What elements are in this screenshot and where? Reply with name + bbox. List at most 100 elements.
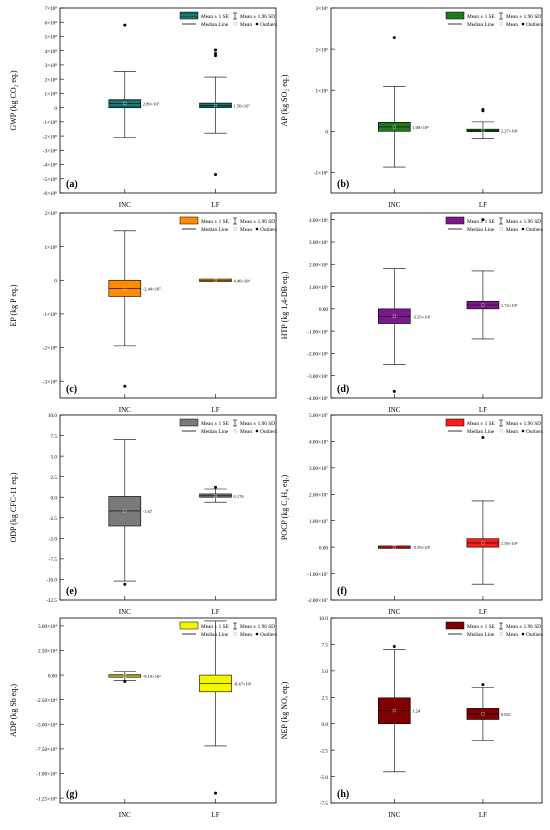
x-tick-label: INC xyxy=(119,811,131,819)
x-tick-label: LF xyxy=(211,406,219,414)
y-tick-label: 1.00×10⁶ xyxy=(309,285,328,291)
legend-median: Median Line xyxy=(467,429,495,435)
outlier-point xyxy=(481,435,485,439)
legend: Mean ± 1 SE Mean ± 1.96 SD Median Line Mean… xyxy=(179,216,277,233)
mean-label: -1.67 xyxy=(143,509,153,514)
y-axis-label: ADP (kg Sb eq.) xyxy=(9,684,18,737)
y-tick-label: -1.00×10⁵ xyxy=(36,772,57,778)
y-tick-label: -2.00×10⁷ xyxy=(307,598,328,604)
legend-outliers: Outliers xyxy=(260,429,277,435)
legend-mean-se: Mean ± 1 SE xyxy=(467,624,495,630)
legend-swatch xyxy=(179,11,199,20)
panel-label: (d) xyxy=(337,384,349,395)
outlier-point xyxy=(392,645,396,649)
legend-swatch xyxy=(179,216,199,225)
x-tick-label: INC xyxy=(388,406,400,414)
panel-6: 5.00×10⁷ 4.00×10⁷ 3.00×10⁷ 2.00×10⁷ 1.00×10⁷… xyxy=(280,413,543,616)
y-tick-label: 0 xyxy=(54,278,57,284)
x-tick-label: LF xyxy=(211,608,219,616)
mean-marker xyxy=(213,103,218,107)
y-tick-label: -1.00×10⁶ xyxy=(307,329,328,335)
y-tick-label: 10.0 xyxy=(319,616,328,622)
panel-2: 3×10⁶ 2×10⁶ 1×10⁶ 0 -1×10⁶ AP (kg SO₂ eq.) (b)… xyxy=(280,6,543,209)
legend-mean-symbol xyxy=(499,22,503,26)
y-tick-label: 2×10⁸ xyxy=(44,77,57,83)
plot-frame xyxy=(59,7,277,194)
y-axis-label: EP (kg P eq.) xyxy=(9,284,18,326)
y-axis-label: HTP (kg 1,4-DB eq.) xyxy=(280,271,289,339)
y-tick-label: -2.00×10⁶ xyxy=(307,352,328,358)
y-tick-label: 0.00 xyxy=(319,545,328,551)
y-tick-label: -1.00×10⁷ xyxy=(307,572,328,578)
legend-mean: Mean xyxy=(506,632,518,638)
y-tick-label: 1.00×10⁷ xyxy=(309,519,328,525)
y-tick-label: -2.5 xyxy=(49,516,58,522)
legend-mean-symbol xyxy=(499,227,503,231)
y-tick-label: 5.0 xyxy=(51,454,58,460)
y-tick-label: -3×10⁸ xyxy=(43,379,57,385)
y-axis-label: AP (kg SO₂ eq.) xyxy=(280,74,289,126)
legend-outlier-symbol xyxy=(255,632,259,636)
y-tick-label: 5.00×10⁴ xyxy=(38,624,57,630)
y-tick-label: -3.00×10⁶ xyxy=(307,374,328,380)
y-tick-label: 1×10⁸ xyxy=(44,92,57,98)
legend-median: Median Line xyxy=(201,22,229,28)
legend-swatch xyxy=(445,621,465,630)
outlier-point xyxy=(481,109,485,113)
panel-label: (h) xyxy=(337,789,349,800)
mean-marker xyxy=(213,681,218,685)
legend-mean-se: Mean ± 1 SE xyxy=(201,14,229,20)
y-tick-label: 0.0 xyxy=(51,495,58,501)
y-tick-label: 2×10⁶ xyxy=(315,47,328,53)
panel-7: 5.00×10⁴ 2.50×10⁴ 0.00 -2.50×10⁴ -5.00×10⁴ -7… xyxy=(9,617,277,819)
legend-mean-se: Mean ± 1 SE xyxy=(201,219,229,225)
mean-marker xyxy=(123,509,127,513)
legend-mean-se: Mean ± 1 SE xyxy=(467,14,495,20)
legend-sd: Mean ± 1.96 SD xyxy=(506,421,541,427)
x-tick-label: INC xyxy=(119,201,131,209)
legend: Mean ± 1 SE Mean ± 1.96 SD Median Line Mean… xyxy=(179,621,277,638)
mean-marker xyxy=(123,674,127,678)
y-tick-label: 0 xyxy=(54,106,57,112)
legend-mean: Mean xyxy=(240,227,252,233)
y-tick-label: -2×10⁸ xyxy=(43,346,57,352)
legend-outlier-symbol xyxy=(255,227,259,231)
legend-mean-symbol xyxy=(233,429,237,433)
plot-frame xyxy=(59,414,277,601)
legend-mean-se: Mean ± 1 SE xyxy=(467,421,495,427)
panel-3: 2×10⁸ 1×10⁸ 0 -1×10⁸ -2×10⁸ -3×10⁸ EP (kg P eq… xyxy=(9,211,277,414)
y-tick-label: -5×10⁸ xyxy=(43,177,57,183)
legend-median: Median Line xyxy=(201,429,229,435)
legend-outliers: Outliers xyxy=(260,227,277,233)
y-axis-label: NEP (kg NOₓ eq.) xyxy=(280,681,289,739)
legend: Mean ± 1 SE Mean ± 1.96 SD Median Line Mean… xyxy=(179,11,277,28)
legend-median: Median Line xyxy=(467,227,495,233)
legend-sd: Mean ± 1.96 SD xyxy=(240,624,275,630)
mean-label: 1.56×10⁷ xyxy=(234,103,251,108)
mean-marker xyxy=(123,101,127,106)
y-tick-label: 2.5 xyxy=(51,475,58,481)
legend-sd: Mean ± 1.96 SD xyxy=(240,219,275,225)
legend-mean: Mean xyxy=(506,429,518,435)
mean-label: -5.59×10³ xyxy=(412,545,430,550)
x-tick-label: LF xyxy=(479,811,487,819)
y-tick-label: -6×10⁸ xyxy=(43,191,57,197)
mean-label: -8.47×10³ xyxy=(234,681,252,686)
mean-label: 0.176 xyxy=(234,494,245,499)
legend-outlier-symbol xyxy=(255,22,259,26)
outlier-point xyxy=(214,485,218,489)
panel-4: 4.00×10⁶ 3.00×10⁶ 2.00×10⁶ 1.00×10⁶ 0.00 -1.0… xyxy=(280,212,543,414)
y-tick-label: 3.00×10⁷ xyxy=(309,466,328,472)
mean-marker xyxy=(481,128,485,132)
plot-frame xyxy=(59,212,277,399)
mean-marker xyxy=(481,712,485,716)
legend-outliers: Outliers xyxy=(526,227,543,233)
y-tick-label: 3×10⁶ xyxy=(315,6,328,12)
y-tick-label: 10.0 xyxy=(48,413,57,419)
legend-outliers: Outliers xyxy=(526,22,543,28)
y-tick-label: 1×10⁸ xyxy=(44,245,57,251)
plot-frame xyxy=(59,617,277,804)
mean-label: -9.19×10² xyxy=(143,674,161,679)
outlier-point xyxy=(214,791,218,795)
y-tick-label: -5.0 xyxy=(49,537,58,543)
